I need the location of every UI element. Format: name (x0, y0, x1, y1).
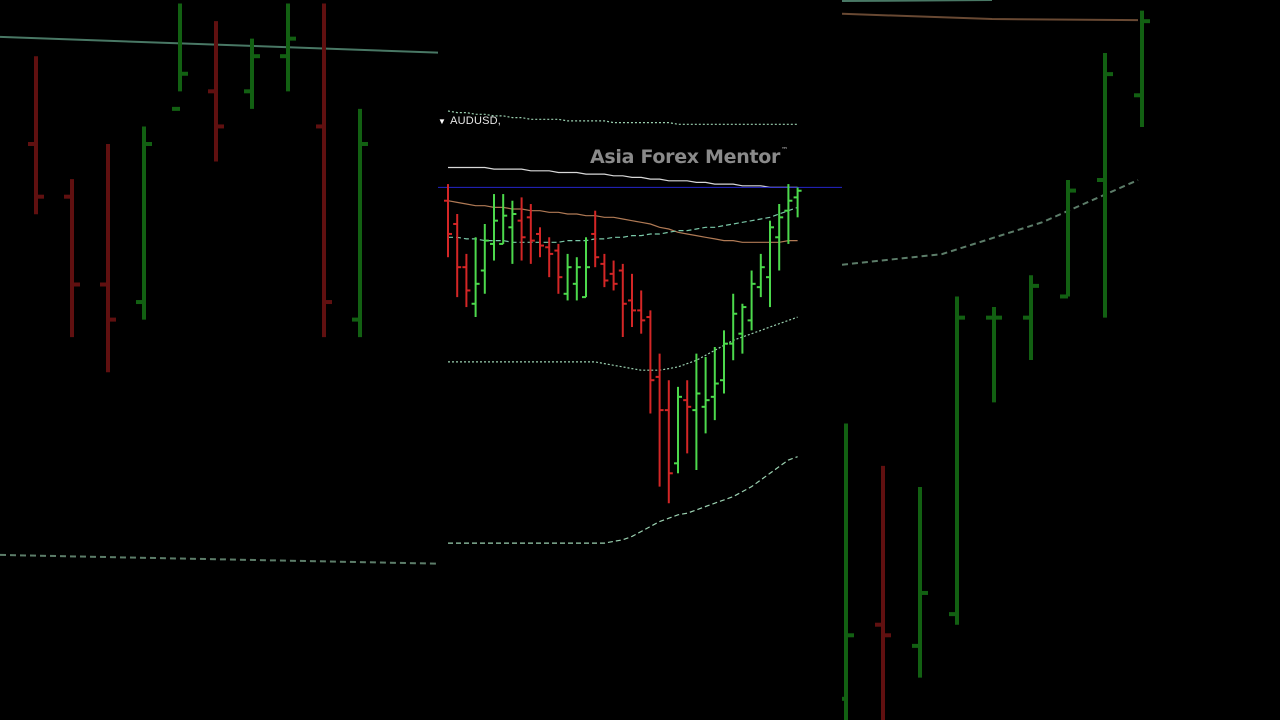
background-ohlc-bar (1023, 275, 1039, 360)
watermark-logo: Asia Forex Mentor™ (590, 146, 788, 168)
price-chart[interactable] (438, 0, 842, 720)
ohlc-bar (554, 243, 563, 294)
ohlc-bar (480, 223, 489, 294)
ohlc-bar (526, 204, 535, 264)
background-ohlc-bar (949, 296, 965, 625)
background-ohlc-bar (875, 465, 891, 720)
background-ohlc-bar (136, 126, 152, 320)
background-ohlc-bar (352, 108, 368, 338)
ohlc-bar (738, 303, 747, 354)
ohlc-bar (793, 187, 802, 218)
ohlc-bar (701, 356, 710, 434)
ohlc-bar (766, 220, 774, 308)
watermark-text: Asia Forex Mentor (590, 146, 781, 168)
ohlc-bar (517, 197, 526, 261)
background-ohlc-bar (28, 56, 44, 215)
ohlc-bar (664, 380, 673, 504)
ohlc-bar (508, 200, 517, 264)
ohlc-bar (729, 293, 738, 361)
ohlc-bar (618, 263, 627, 337)
ohlc-bar (444, 184, 452, 258)
ohlc-bar (683, 380, 692, 454)
background-ohlc-bar (1097, 52, 1113, 318)
indicator-band-lower-5 (448, 456, 798, 544)
ohlc-bar (453, 214, 462, 298)
background-indicator (842, 0, 993, 3)
symbol-selector[interactable]: ▼ AUDUSD, (438, 115, 501, 127)
background-chart-left (0, 3, 438, 565)
background-ohlc-bar (244, 38, 260, 109)
background-ohlc-bar (1134, 10, 1150, 128)
ohlc-bar (490, 194, 498, 261)
symbol-name: AUDUSD, (450, 115, 502, 127)
indicator-moving-average-2 (448, 206, 798, 243)
ohlc-bar (591, 210, 600, 268)
ohlc-bar (609, 260, 618, 291)
ohlc-bar (600, 253, 609, 288)
ohlc-bar (582, 237, 590, 299)
ohlc-bar (628, 273, 636, 328)
ohlc-bar (692, 353, 701, 470)
background-chart-right (842, 0, 1150, 720)
ohlc-bar (655, 353, 664, 487)
ohlc-bar (462, 253, 471, 308)
background-ohlc-bar (1060, 180, 1076, 299)
indicator-moving-average-1 (447, 200, 798, 243)
ohlc-bar (536, 227, 544, 258)
background-indicator (0, 35, 438, 54)
background-ohlc-bar (316, 3, 332, 338)
ohlc-bar (545, 237, 554, 278)
ohlc-bar (563, 253, 572, 301)
background-indicator (842, 179, 1139, 266)
background-ohlc-bar (100, 144, 116, 373)
background-ohlc-bar (280, 3, 296, 92)
indicator-moving-average-0 (448, 166, 798, 188)
background-ohlc-bar (912, 487, 928, 678)
background-ohlc-bar (172, 3, 188, 111)
ohlc-bar (637, 290, 646, 334)
background-ohlc-bar (986, 307, 1002, 403)
background-ohlc-bar (842, 423, 854, 720)
ohlc-bar (775, 204, 784, 271)
ohlc-bar (572, 257, 581, 301)
ohlc-bar (499, 194, 508, 245)
ohlc-bar (756, 253, 765, 298)
background-indicator (0, 553, 438, 565)
ohlc-bar (471, 237, 480, 318)
background-indicator (842, 12, 1139, 22)
ohlc-bar (646, 310, 655, 414)
dropdown-arrow-icon: ▼ (438, 116, 447, 126)
background-ohlc-bar (208, 21, 224, 162)
ohlc-bar (710, 346, 719, 421)
trademark-symbol: ™ (781, 146, 788, 154)
ohlc-bar (747, 270, 756, 331)
indicator-band-upper-3 (447, 110, 798, 125)
ohlc-bar (674, 386, 682, 474)
ohlc-bar (720, 330, 728, 394)
ohlc-bar (784, 184, 793, 244)
background-ohlc-bar (64, 179, 80, 338)
